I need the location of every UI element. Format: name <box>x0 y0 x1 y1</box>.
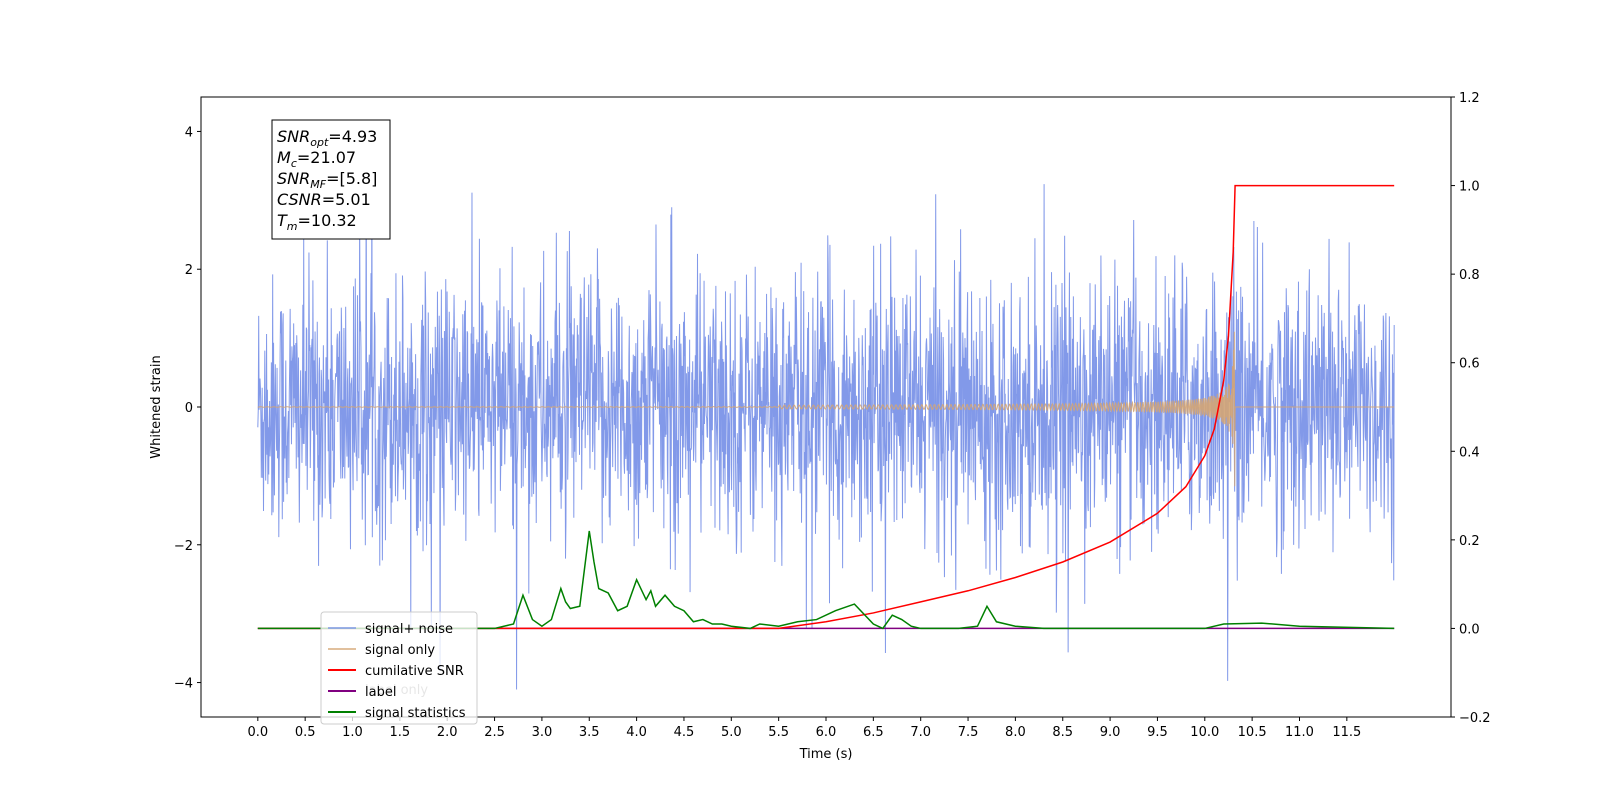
series-signal-only <box>257 331 1395 487</box>
x-tick-label: 1.0 <box>342 725 363 740</box>
x-tick-label: 1.5 <box>390 725 411 740</box>
x-tick-label: 3.0 <box>532 725 553 740</box>
x-tick-label: 3.5 <box>579 725 600 740</box>
x-tick-label: 10.0 <box>1190 725 1219 740</box>
y-axis-label: Whitened strain <box>149 355 164 458</box>
y-right-tick-label: 0.4 <box>1459 445 1480 460</box>
y-right-tick-label: 1.2 <box>1459 91 1480 106</box>
annotation-line: Tm=10.32 <box>277 211 357 233</box>
legend-label: label <box>365 685 396 700</box>
y-right-tick-label: 1.0 <box>1459 180 1480 195</box>
x-tick-label: 11.5 <box>1332 725 1361 740</box>
y-right-tick-label: 0.0 <box>1459 622 1480 637</box>
x-tick-label: 2.5 <box>484 725 505 740</box>
x-tick-label: 6.5 <box>863 725 884 740</box>
legend-label: signal statistics <box>365 706 466 721</box>
x-tick-label: 7.5 <box>958 725 979 740</box>
y-left-tick-label: 0 <box>185 401 193 416</box>
x-tick-label: 0.0 <box>247 725 268 740</box>
x-tick-label: 8.0 <box>1005 725 1026 740</box>
x-axis-label: Time (s) <box>799 747 853 762</box>
y-left-tick-label: 2 <box>185 263 193 278</box>
x-tick-label: 8.5 <box>1052 725 1073 740</box>
x-tick-label: 9.0 <box>1100 725 1121 740</box>
series-signal-noise <box>257 157 1395 690</box>
x-tick-label: 10.5 <box>1238 725 1267 740</box>
x-tick-label: 5.5 <box>768 725 789 740</box>
y-left-tick-label: 4 <box>185 125 193 140</box>
y-right-tick-label: −0.2 <box>1459 711 1491 726</box>
y-left-tick-label: −2 <box>174 539 193 554</box>
x-tick-label: 7.0 <box>910 725 931 740</box>
y-left-tick-label: −4 <box>174 677 193 692</box>
legend-label: signal only <box>365 643 435 658</box>
x-tick-label: 5.0 <box>721 725 742 740</box>
annotation-line: SNRopt=4.93 <box>277 127 377 149</box>
x-tick-label: 11.0 <box>1285 725 1314 740</box>
annotation-line: SNRMF=[5.8] <box>277 169 377 191</box>
annotation-frame <box>271 119 391 240</box>
x-tick-label: 4.5 <box>674 725 695 740</box>
legend-label: cumilative SNR <box>365 664 464 679</box>
annotation-line: Mc=21.07 <box>277 148 356 170</box>
x-tick-label: 0.5 <box>295 725 316 740</box>
x-tick-label: 6.0 <box>816 725 837 740</box>
x-tick-label: 9.5 <box>1147 725 1168 740</box>
x-axis: 0.0 0.5 1.0 1.5 2.0 2.5 3.0 3.5 4.0 4.5 5.0 5.5 6.0 6… <box>247 717 1361 740</box>
x-tick-label: 2.0 <box>437 725 458 740</box>
legend-label: signal+ noise <box>365 622 453 637</box>
y-right-tick-label: 0.2 <box>1459 534 1480 549</box>
y-right-tick-label: 0.8 <box>1459 268 1480 283</box>
series-cumulative-snr <box>257 184 1395 630</box>
y-axis-right: −0.2 0.0 0.2 0.4 0.6 0.8 1.0 1.2 <box>1451 91 1491 726</box>
annotation-line: CSNR=5.01 <box>277 190 371 209</box>
series-signal-statistics <box>257 530 1395 630</box>
y-right-tick-label: 0.6 <box>1459 357 1480 372</box>
legend-frame <box>320 611 478 725</box>
y-axis-left: −4 −2 0 2 4 <box>174 125 201 692</box>
plot-area <box>257 157 1395 690</box>
x-tick-label: 4.0 <box>626 725 647 740</box>
